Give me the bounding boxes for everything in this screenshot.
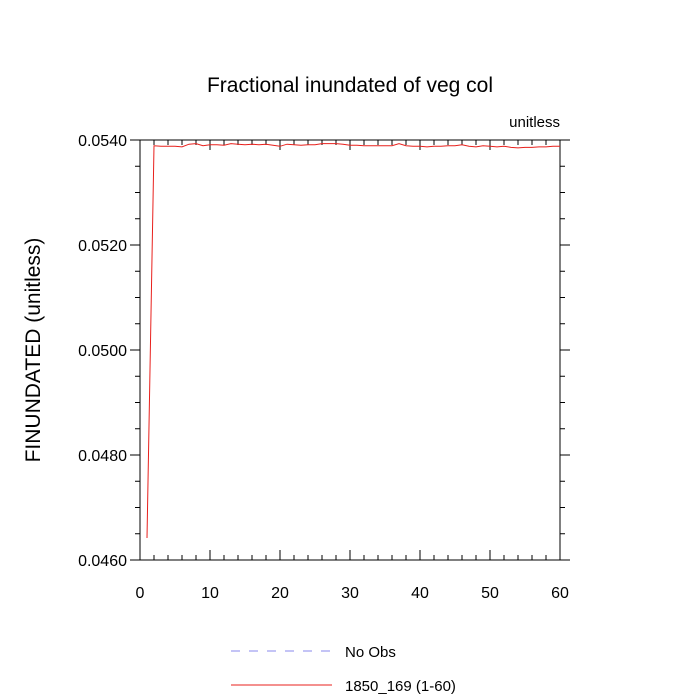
y-tick-label: 0.0480 [78,448,127,465]
x-tick-label: 50 [481,585,499,602]
x-tick-label: 0 [136,585,145,602]
y-axis: 0.0460 0.0480 0.0500 0.0520 0.0540 [78,133,570,570]
chart-title: Fractional inundated of veg col [207,74,493,97]
legend: No Obs 1850_169 (1-60) [231,644,456,695]
x-tick-label: 10 [201,585,219,602]
y-tick-label: 0.0540 [78,133,127,150]
x-tick-label: 30 [341,585,359,602]
series-line-1 [146,143,560,538]
y-tick-label: 0.0520 [78,238,127,255]
y-tick-label: 0.0500 [78,343,127,360]
x-tick-label: 20 [271,585,289,602]
units-label: unitless [509,114,560,131]
legend-label-1850-169: 1850_169 (1-60) [345,678,456,695]
x-tick-label: 40 [411,585,429,602]
series-layer [146,143,560,538]
legend-label-no-obs: No Obs [345,644,396,661]
y-axis-label: FINUNDATED (unitless) [22,238,45,463]
y-tick-label: 0.0460 [78,553,127,570]
x-tick-label: 60 [551,585,569,602]
plot-frame [139,139,561,561]
x-axis: 0 10 20 30 40 50 60 [136,140,569,602]
